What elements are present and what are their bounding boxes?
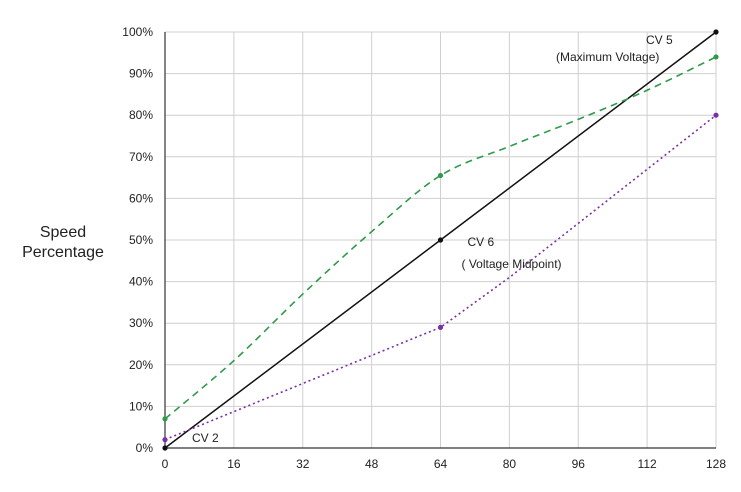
y-axis-label-line-1: Speed <box>40 224 86 241</box>
annotation-label: CV 5 (Maximum Voltage) <box>556 33 673 64</box>
series-dotted-line <box>164 114 717 441</box>
data-point-marker <box>437 172 444 179</box>
y-tick-label: 30% <box>129 316 153 330</box>
series-dashed-line <box>164 56 717 420</box>
x-tick-labels: 0 16 32 48 64 80 96 112 128 <box>162 457 727 471</box>
data-point-marker <box>162 445 168 451</box>
annotation-text: CV 6 <box>468 235 495 249</box>
x-tick-label: 16 <box>227 457 241 471</box>
annotation-text: ( Voltage Midpoint) <box>462 257 562 271</box>
annotation-text: CV 2 <box>192 431 219 445</box>
x-tick-label: 96 <box>572 457 586 471</box>
series-markers <box>162 29 719 451</box>
annotation-text: (Maximum Voltage) <box>556 50 659 64</box>
data-point-marker <box>713 112 719 118</box>
annotation-label: CV 2 <box>192 431 219 445</box>
y-tick-label: 100% <box>122 25 153 39</box>
data-point-marker <box>162 416 168 422</box>
y-tick-label: 10% <box>129 399 153 413</box>
y-tick-label: 70% <box>129 150 153 164</box>
annotations: CV 2 CV 6 ( Voltage Midpoint) CV 5 (Maximum … <box>192 33 673 445</box>
x-tick-label: 80 <box>503 457 517 471</box>
y-tick-label: 80% <box>129 108 153 122</box>
y-tick-label: 50% <box>129 233 153 247</box>
annotation-text: CV 5 <box>646 33 673 47</box>
x-tick-label: 128 <box>706 457 726 471</box>
data-point-marker <box>437 237 444 243</box>
annotation-label: CV 6 ( Voltage Midpoint) <box>462 235 562 271</box>
y-axis-label-line-2: Percentage <box>22 244 104 261</box>
y-tick-label: 0% <box>136 441 154 455</box>
x-tick-label: 112 <box>638 457 657 471</box>
y-tick-label: 20% <box>129 358 153 372</box>
x-tick-label: 48 <box>365 457 379 471</box>
data-point-marker <box>162 437 168 443</box>
y-tick-labels: 0% 10% 20% 30% 40% 50% 60% 70% 80% 90% 100% <box>122 25 153 455</box>
y-tick-label: 90% <box>129 67 153 81</box>
y-tick-label: 40% <box>129 275 153 289</box>
data-point-marker <box>437 324 444 330</box>
x-tick-label: 32 <box>296 457 310 471</box>
data-point-marker <box>713 29 719 35</box>
x-tick-label: 0 <box>162 457 169 471</box>
axes <box>164 32 716 449</box>
x-tick-label: 64 <box>434 457 448 471</box>
y-tick-label: 60% <box>129 191 153 205</box>
data-point-marker <box>713 54 719 60</box>
